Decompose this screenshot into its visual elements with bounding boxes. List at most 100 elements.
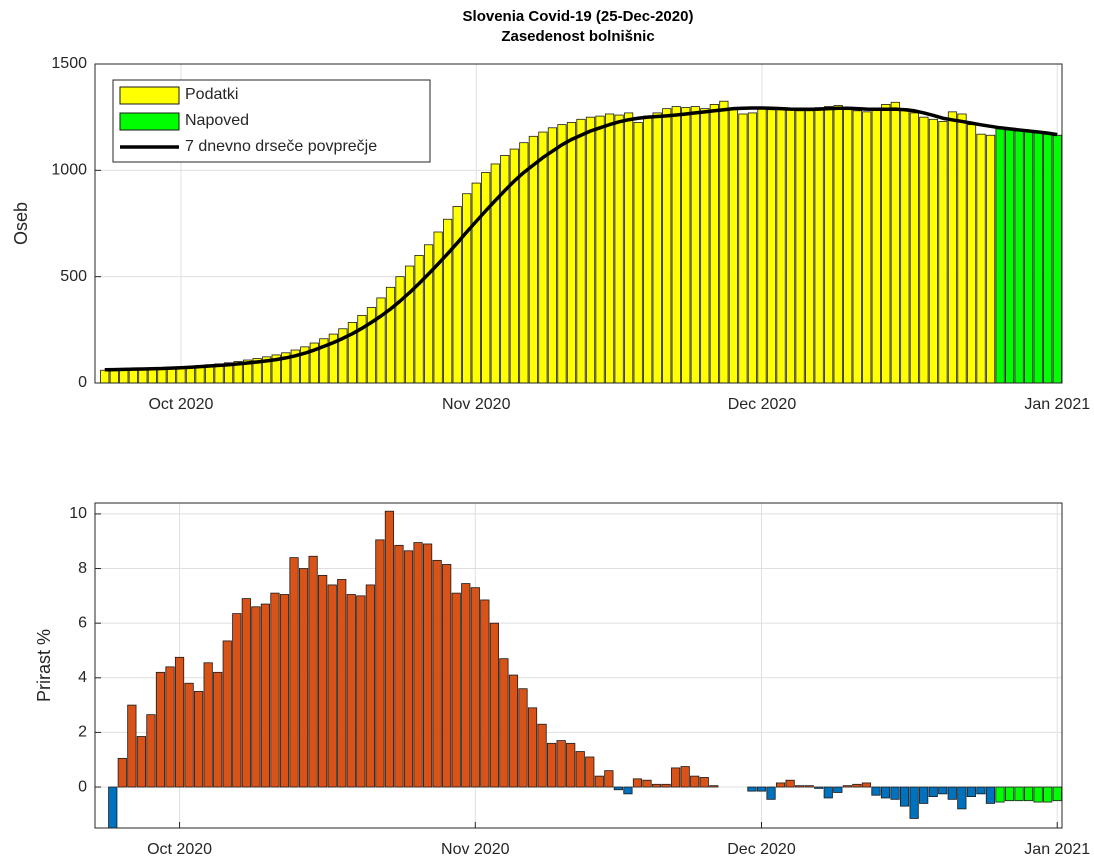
- bar: [194, 691, 204, 788]
- legend-swatch: [119, 86, 180, 105]
- bar: [833, 105, 843, 384]
- bar: [823, 786, 833, 799]
- bar: [862, 111, 872, 384]
- chart-subtitle: Zasedenost bolnišnic: [501, 28, 654, 45]
- bar: [871, 108, 881, 384]
- bar: [251, 606, 261, 788]
- bar: [747, 112, 758, 384]
- y-tick-label: 8: [78, 560, 87, 577]
- bar: [537, 723, 547, 788]
- bar: [260, 603, 271, 788]
- bar: [481, 172, 491, 384]
- bar: [538, 131, 548, 384]
- bar: [451, 592, 461, 788]
- bar: [136, 736, 146, 788]
- bar: [576, 118, 586, 384]
- bar: [165, 666, 175, 788]
- bar: [566, 742, 576, 788]
- bar: [270, 592, 280, 788]
- bar: [100, 369, 110, 384]
- bar: [909, 786, 919, 819]
- axes-frame: [94, 63, 1063, 384]
- bar: [613, 786, 623, 791]
- bar: [604, 113, 615, 384]
- bar: [700, 108, 710, 384]
- bar: [938, 121, 948, 384]
- bar: [661, 783, 671, 788]
- bar: [289, 557, 299, 788]
- bar: [222, 640, 232, 788]
- bar: [1014, 786, 1024, 802]
- x-tick-label: Jan 2021: [1024, 841, 1090, 858]
- bar: [861, 782, 872, 788]
- bar: [662, 108, 672, 384]
- bar: [1014, 130, 1024, 384]
- bar: [957, 113, 967, 384]
- y-tick-label: 500: [60, 268, 87, 285]
- bar: [203, 662, 213, 788]
- bar: [928, 118, 939, 384]
- bar: [842, 785, 852, 788]
- x-tick-label: Nov 2020: [442, 396, 511, 413]
- bar: [690, 106, 700, 384]
- y-axis-label: Prirast %: [34, 629, 54, 702]
- bar: [871, 786, 881, 796]
- y-tick-label: 1000: [51, 162, 87, 179]
- bar: [843, 108, 853, 384]
- bar: [422, 543, 433, 788]
- bar: [614, 114, 624, 384]
- bar: [547, 742, 557, 788]
- bar: [795, 110, 805, 384]
- bar: [384, 510, 395, 788]
- bar: [795, 785, 805, 788]
- bar: [566, 122, 577, 384]
- x-tick-label: Jan 2021: [1024, 396, 1090, 413]
- bar: [805, 110, 815, 384]
- bar: [585, 116, 596, 384]
- bar: [241, 598, 251, 788]
- bar: [575, 751, 585, 788]
- bar: [766, 786, 776, 800]
- bar: [690, 775, 700, 788]
- bar: [461, 583, 471, 788]
- bar: [976, 786, 986, 795]
- bar: [585, 756, 595, 788]
- bar: [157, 368, 167, 384]
- bar: [327, 584, 337, 788]
- bar: [547, 127, 558, 384]
- bar: [671, 767, 681, 788]
- bar: [527, 707, 538, 788]
- bar: [766, 109, 777, 384]
- bar: [643, 115, 653, 384]
- bar: [1024, 786, 1034, 802]
- bar: [680, 766, 690, 788]
- y-tick-label: 4: [78, 669, 87, 686]
- bar: [356, 595, 366, 788]
- bar: [814, 786, 824, 789]
- bar: [1033, 786, 1043, 803]
- bar: [308, 555, 318, 788]
- bar: [709, 785, 719, 788]
- bar: [424, 244, 434, 384]
- bar: [604, 770, 614, 788]
- bar: [1052, 134, 1062, 384]
- bar: [632, 778, 643, 788]
- y-tick-label: 10: [69, 505, 87, 522]
- bar: [557, 124, 567, 384]
- bar: [775, 782, 786, 788]
- bar: [519, 142, 529, 384]
- bar: [518, 688, 528, 788]
- bar: [881, 104, 891, 384]
- bar: [395, 276, 405, 384]
- bar: [785, 779, 795, 788]
- bar: [184, 682, 194, 788]
- y-tick-label: 1500: [51, 55, 87, 72]
- bar: [890, 786, 900, 800]
- bar: [966, 124, 977, 384]
- bar: [738, 113, 748, 384]
- bar: [119, 368, 129, 384]
- bar: [1052, 786, 1062, 802]
- bar: [776, 108, 786, 384]
- bar: [414, 254, 424, 384]
